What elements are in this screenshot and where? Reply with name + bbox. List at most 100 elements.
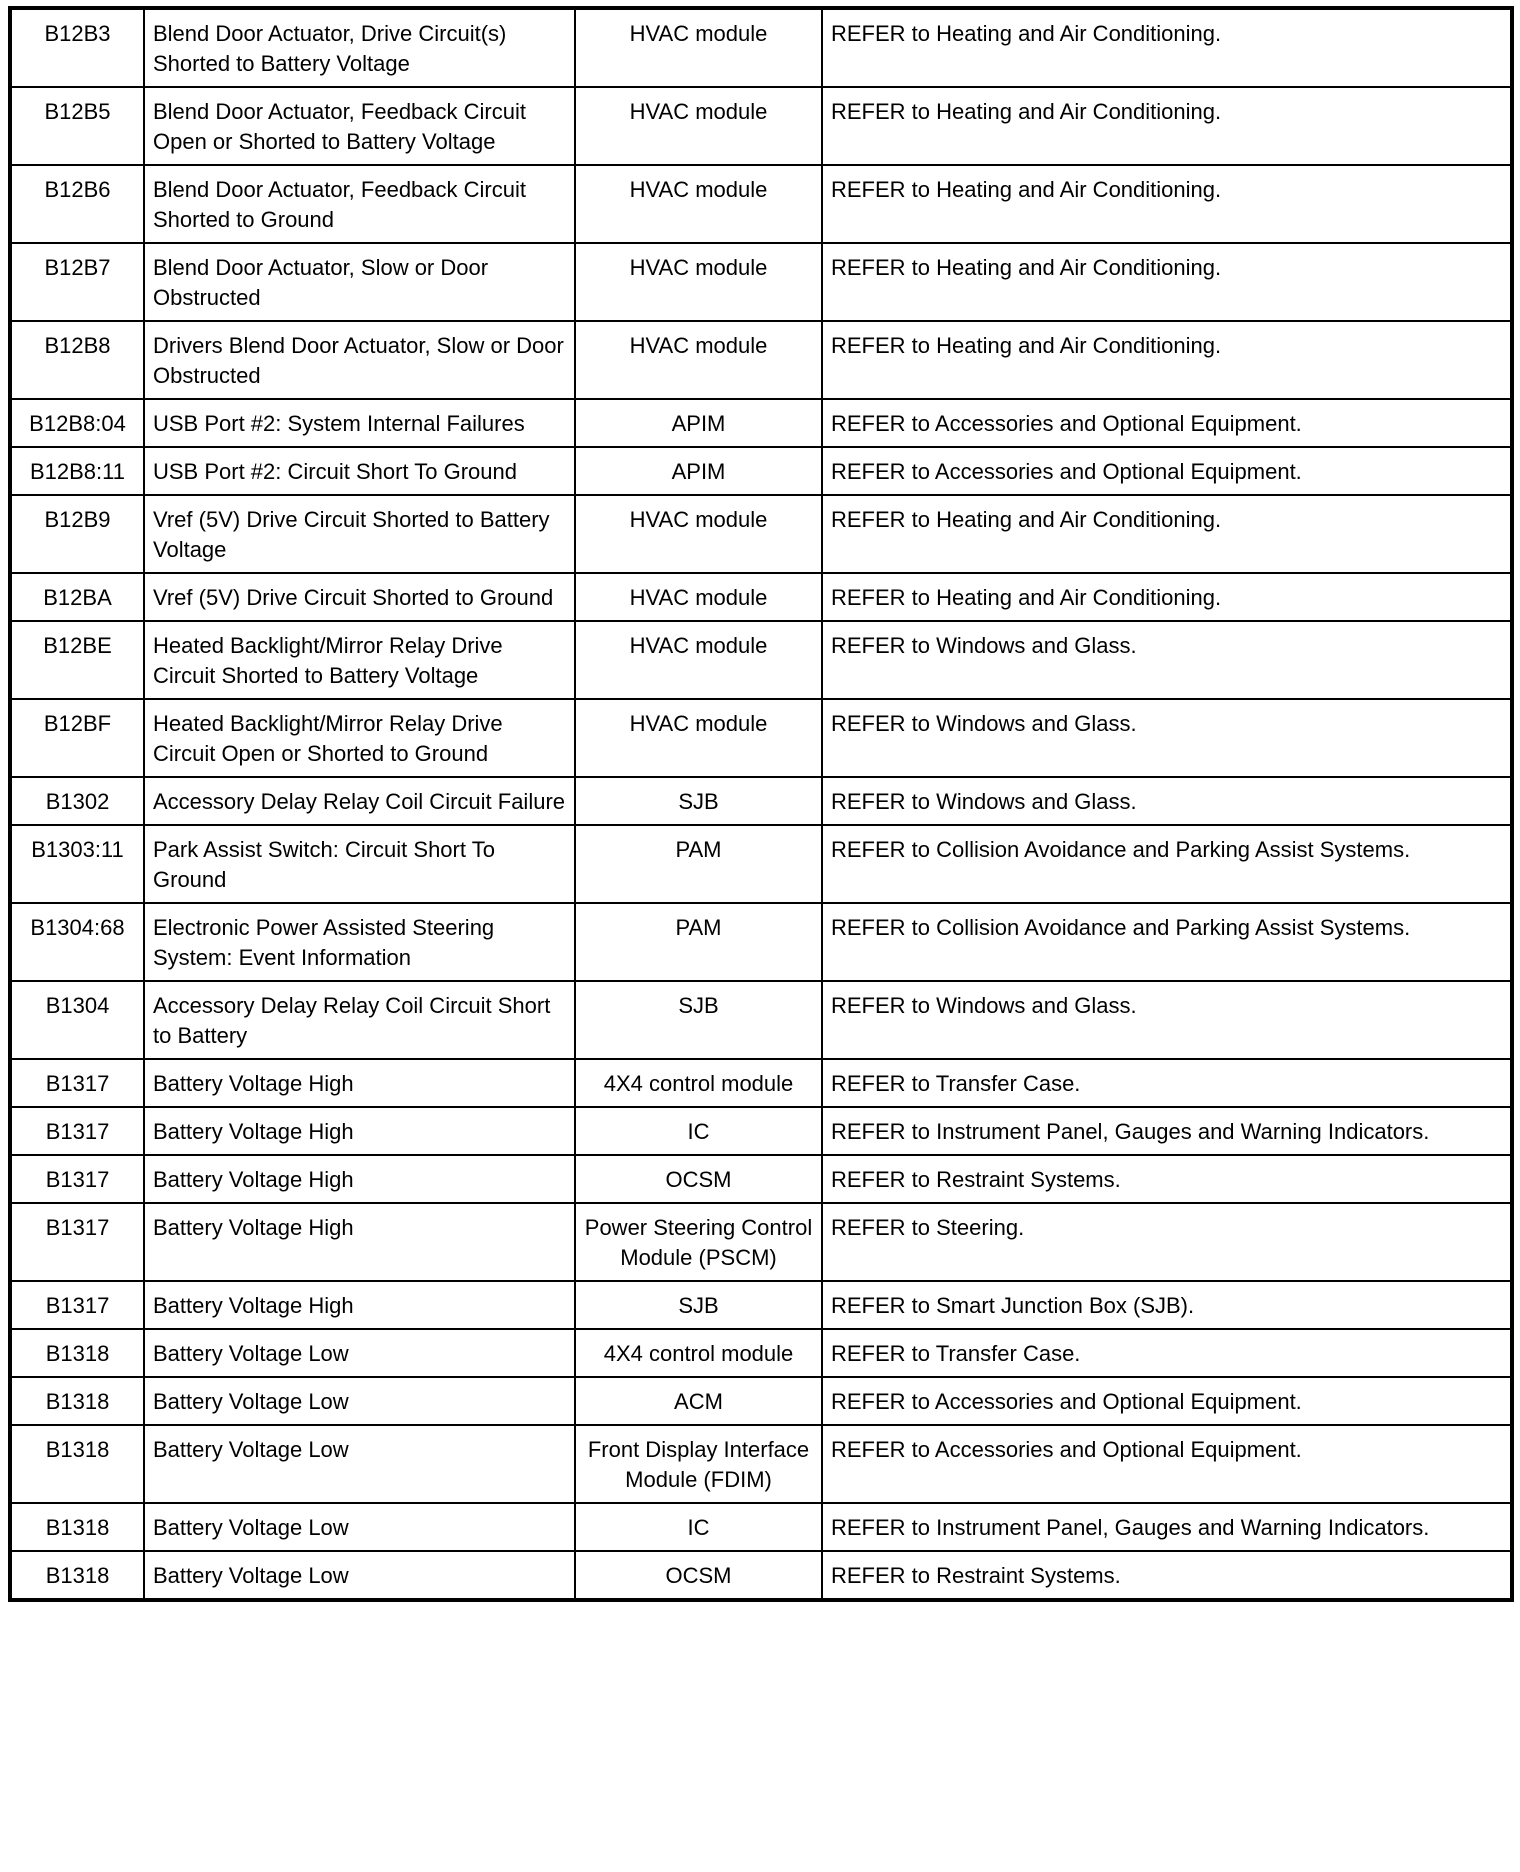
dtc-code-cell: B1302 [9, 776, 145, 826]
description-cell: USB Port #2: Circuit Short To Ground [143, 446, 576, 496]
action-cell: REFER to Accessories and Optional Equipm… [821, 398, 1513, 448]
module-cell: SJB [574, 1280, 823, 1330]
action-cell: REFER to Restraint Systems. [821, 1550, 1513, 1601]
description-cell: Blend Door Actuator, Drive Circuit(s) Sh… [143, 7, 576, 88]
dtc-code-cell: B12B8:04 [9, 398, 145, 448]
description-cell: Battery Voltage Low [143, 1424, 576, 1504]
dtc-table-body: B12B3 Blend Door Actuator, Drive Circuit(… [9, 7, 1513, 1601]
module-cell: PAM [574, 902, 823, 982]
table-row: B1317 Battery Voltage High Power Steering … [9, 1202, 1513, 1282]
module-cell: PAM [574, 824, 823, 904]
module-cell: IC [574, 1502, 823, 1552]
description-cell: Battery Voltage High [143, 1154, 576, 1204]
dtc-code-cell: B12B6 [9, 164, 145, 244]
dtc-code-cell: B1317 [9, 1058, 145, 1108]
module-cell: HVAC module [574, 494, 823, 574]
action-cell: REFER to Heating and Air Conditioning. [821, 572, 1513, 622]
action-cell: REFER to Collision Avoidance and Parking… [821, 902, 1513, 982]
table-row: B1304:68 Electronic Power Assisted Steeri… [9, 902, 1513, 982]
dtc-code-cell: B1318 [9, 1550, 145, 1601]
table-row: B12BA Vref (5V) Drive Circuit Shorted to … [9, 572, 1513, 622]
action-cell: REFER to Heating and Air Conditioning. [821, 320, 1513, 400]
table-row: B1318 Battery Voltage Low OCSM REFER to Res… [9, 1550, 1513, 1601]
module-cell: APIM [574, 446, 823, 496]
description-cell: Battery Voltage Low [143, 1328, 576, 1378]
table-row: B1303:11 Park Assist Switch: Circuit Shor… [9, 824, 1513, 904]
table-row: B1318 Battery Voltage Low ACM REFER to Acce… [9, 1376, 1513, 1426]
dtc-code-cell: B1317 [9, 1106, 145, 1156]
action-cell: REFER to Instrument Panel, Gauges and Wa… [821, 1502, 1513, 1552]
table-row: B1317 Battery Voltage High 4X4 control mod… [9, 1058, 1513, 1108]
description-cell: Battery Voltage High [143, 1106, 576, 1156]
table-row: B1317 Battery Voltage High IC REFER to Inst… [9, 1106, 1513, 1156]
action-cell: REFER to Heating and Air Conditioning. [821, 494, 1513, 574]
table-row: B1302 Accessory Delay Relay Coil Circuit … [9, 776, 1513, 826]
description-cell: Accessory Delay Relay Coil Circuit Failu… [143, 776, 576, 826]
table-row: B12B7 Blend Door Actuator, Slow or Door O… [9, 242, 1513, 322]
dtc-code-cell: B12B5 [9, 86, 145, 166]
dtc-code-cell: B1318 [9, 1328, 145, 1378]
description-cell: Battery Voltage Low [143, 1502, 576, 1552]
action-cell: REFER to Windows and Glass. [821, 980, 1513, 1060]
dtc-code-cell: B1318 [9, 1502, 145, 1552]
dtc-code-cell: B1318 [9, 1424, 145, 1504]
module-cell: HVAC module [574, 7, 823, 88]
description-cell: Battery Voltage Low [143, 1376, 576, 1426]
action-cell: REFER to Heating and Air Conditioning. [821, 7, 1513, 88]
description-cell: Battery Voltage High [143, 1280, 576, 1330]
action-cell: REFER to Heating and Air Conditioning. [821, 86, 1513, 166]
action-cell: REFER to Windows and Glass. [821, 776, 1513, 826]
module-cell: 4X4 control module [574, 1058, 823, 1108]
description-cell: Blend Door Actuator, Feedback Circuit Op… [143, 86, 576, 166]
dtc-code-cell: B1317 [9, 1202, 145, 1282]
module-cell: APIM [574, 398, 823, 448]
table-row: B1317 Battery Voltage High OCSM REFER to Re… [9, 1154, 1513, 1204]
module-cell: ACM [574, 1376, 823, 1426]
dtc-code-cell: B12BA [9, 572, 145, 622]
table-row: B1318 Battery Voltage Low IC REFER to Instr… [9, 1502, 1513, 1552]
dtc-code-cell: B1318 [9, 1376, 145, 1426]
table-row: B12BE Heated Backlight/Mirror Relay Drive… [9, 620, 1513, 700]
action-cell: REFER to Accessories and Optional Equipm… [821, 446, 1513, 496]
module-cell: OCSM [574, 1154, 823, 1204]
action-cell: REFER to Accessories and Optional Equipm… [821, 1376, 1513, 1426]
module-cell: SJB [574, 776, 823, 826]
module-cell: HVAC module [574, 242, 823, 322]
action-cell: REFER to Windows and Glass. [821, 698, 1513, 778]
module-cell: OCSM [574, 1550, 823, 1601]
table-row: B1318 Battery Voltage Low Front Display In… [9, 1424, 1513, 1504]
description-cell: Battery Voltage Low [143, 1550, 576, 1601]
dtc-code-cell: B12BE [9, 620, 145, 700]
description-cell: Battery Voltage High [143, 1058, 576, 1108]
dtc-code-cell: B12BF [9, 698, 145, 778]
action-cell: REFER to Transfer Case. [821, 1058, 1513, 1108]
action-cell: REFER to Heating and Air Conditioning. [821, 242, 1513, 322]
module-cell: IC [574, 1106, 823, 1156]
description-cell: Heated Backlight/Mirror Relay Drive Circ… [143, 698, 576, 778]
action-cell: REFER to Instrument Panel, Gauges and Wa… [821, 1106, 1513, 1156]
table-row: B1304 Accessory Delay Relay Coil Circuit … [9, 980, 1513, 1060]
description-cell: Drivers Blend Door Actuator, Slow or Doo… [143, 320, 576, 400]
module-cell: HVAC module [574, 320, 823, 400]
dtc-code-cell: B12B8:11 [9, 446, 145, 496]
dtc-code-cell: B12B9 [9, 494, 145, 574]
dtc-table: B12B3 Blend Door Actuator, Drive Circuit(… [8, 6, 1514, 1602]
table-row: B12B9 Vref (5V) Drive Circuit Shorted to … [9, 494, 1513, 574]
table-row: B1317 Battery Voltage High SJB REFER to Sma… [9, 1280, 1513, 1330]
description-cell: Blend Door Actuator, Slow or Door Obstru… [143, 242, 576, 322]
table-row: B12B3 Blend Door Actuator, Drive Circuit(… [9, 7, 1513, 88]
module-cell: HVAC module [574, 164, 823, 244]
module-cell: HVAC module [574, 86, 823, 166]
description-cell: Electronic Power Assisted Steering Syste… [143, 902, 576, 982]
action-cell: REFER to Collision Avoidance and Parking… [821, 824, 1513, 904]
description-cell: USB Port #2: System Internal Failures [143, 398, 576, 448]
action-cell: REFER to Smart Junction Box (SJB). [821, 1280, 1513, 1330]
table-row: B12B8:11 USB Port #2: Circuit Short To Gr… [9, 446, 1513, 496]
table-row: B12B8 Drivers Blend Door Actuator, Slow o… [9, 320, 1513, 400]
table-row: B12B6 Blend Door Actuator, Feedback Circu… [9, 164, 1513, 244]
description-cell: Blend Door Actuator, Feedback Circuit Sh… [143, 164, 576, 244]
dtc-code-cell: B1304:68 [9, 902, 145, 982]
module-cell: SJB [574, 980, 823, 1060]
description-cell: Vref (5V) Drive Circuit Shorted to Batte… [143, 494, 576, 574]
description-cell: Accessory Delay Relay Coil Circuit Short… [143, 980, 576, 1060]
